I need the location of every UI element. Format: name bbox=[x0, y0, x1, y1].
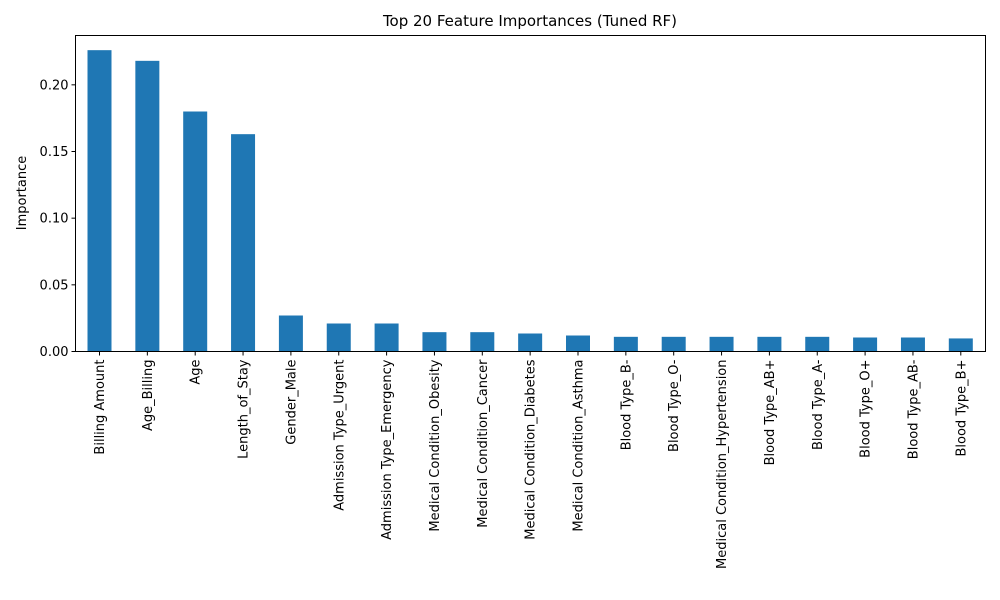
x-tick-label-12: Blood Type_O- bbox=[667, 359, 682, 452]
x-tick-label-9: Medical Condition_Diabetes bbox=[524, 359, 539, 539]
x-tick-label-17: Blood Type_AB- bbox=[906, 359, 921, 459]
bar-17 bbox=[900, 337, 925, 352]
x-tick-label-0: Billing Amount bbox=[93, 360, 108, 455]
x-tick-label-18: Blood Type_B+ bbox=[954, 360, 969, 457]
plot-frame bbox=[75, 35, 986, 352]
bar-5 bbox=[326, 323, 351, 352]
x-tick-label-10: Medical Condition_Asthma bbox=[572, 360, 587, 532]
x-tick-label-8: Medical Condition_Cancer bbox=[476, 359, 491, 528]
x-tick-label-4: Gender_Male bbox=[284, 360, 299, 445]
bar-6 bbox=[374, 323, 399, 352]
chart-title: Top 20 Feature Importances (Tuned RF) bbox=[382, 12, 677, 30]
x-tick-label-13: Medical Condition_Hypertension bbox=[715, 360, 730, 569]
bar-4 bbox=[278, 315, 303, 352]
bar-1 bbox=[135, 60, 160, 352]
x-tick-label-2: Age bbox=[189, 360, 204, 385]
bars-group bbox=[87, 50, 973, 352]
bar-7 bbox=[422, 332, 447, 352]
x-tick-label-16: Blood Type_O+ bbox=[859, 360, 874, 458]
x-tick-label-3: Length_of_Stay bbox=[237, 359, 252, 459]
x-tick-label-11: Blood Type_B- bbox=[619, 359, 634, 450]
bar-2 bbox=[183, 111, 208, 352]
x-tick-label-1: Age_Billing bbox=[141, 360, 156, 432]
bar-12 bbox=[661, 336, 686, 352]
bar-11 bbox=[613, 336, 638, 352]
y-tick-label-0: 0.00 bbox=[40, 345, 69, 360]
bar-15 bbox=[805, 336, 830, 352]
y-axis-ticks: 0.00 0.05 0.10 0.15 0.20 bbox=[40, 78, 76, 360]
x-tick-label-15: Blood Type_A- bbox=[811, 359, 826, 450]
bar-18 bbox=[948, 338, 973, 352]
x-tick-label-14: Blood Type_AB+ bbox=[763, 360, 778, 466]
bar-3 bbox=[231, 134, 256, 352]
bar-14 bbox=[757, 336, 782, 352]
y-tick-label-1: 0.05 bbox=[40, 278, 69, 293]
x-tick-label-6: Admission Type_Emergency bbox=[380, 359, 395, 540]
bar-8 bbox=[470, 332, 495, 352]
y-axis-label: Importance bbox=[15, 156, 30, 231]
bar-10 bbox=[566, 335, 590, 352]
x-tick-label-5: Admission Type_Urgent bbox=[332, 360, 347, 511]
x-axis-ticks: Billing Amount Age_Billing Age Length_of_St… bbox=[93, 351, 969, 569]
bar-9 bbox=[518, 333, 543, 352]
bar-16 bbox=[853, 337, 878, 352]
bar-0 bbox=[87, 50, 112, 352]
x-tick-label-7: Medical Condition_Obesity bbox=[428, 359, 443, 531]
y-tick-label-3: 0.15 bbox=[40, 145, 69, 160]
y-tick-label-2: 0.10 bbox=[40, 212, 69, 227]
y-tick-label-4: 0.20 bbox=[40, 78, 69, 93]
bar-13 bbox=[709, 336, 734, 352]
